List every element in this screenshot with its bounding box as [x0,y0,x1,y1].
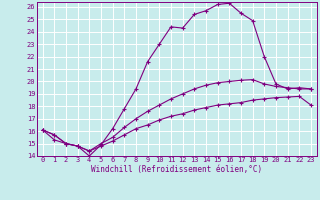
X-axis label: Windchill (Refroidissement éolien,°C): Windchill (Refroidissement éolien,°C) [91,165,262,174]
